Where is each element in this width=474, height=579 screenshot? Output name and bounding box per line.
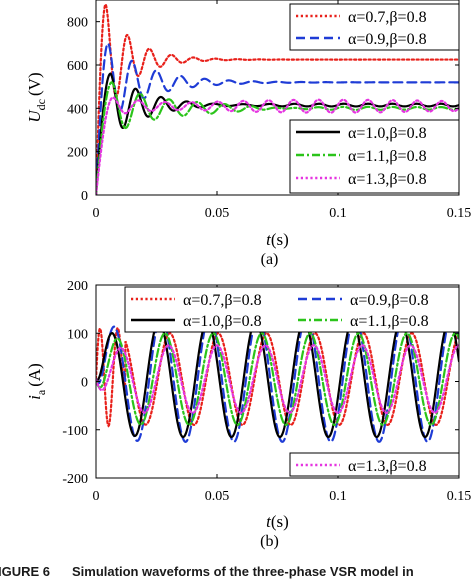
legend: α=0.7,β=0.8 α=0.9,β=0.8 α=1.0,β=0.8 α=1.1,β…: [124, 286, 460, 333]
series-line-0: [96, 2, 459, 195]
legend: α=1.0,β=0.8 α=1.1,β=0.8 α=1.3,β=0.8: [289, 119, 460, 194]
legend: α=1.3,β=0.8: [289, 452, 460, 477]
x-tick-label: 0.1: [329, 489, 347, 504]
legend-entry-label: α=1.0,β=0.8: [348, 125, 427, 142]
y-tick-label: 100: [67, 327, 88, 342]
series-line-3: [96, 81, 459, 195]
legend-entry-label: α=1.1,β=0.8: [348, 148, 427, 165]
legend-entry-label: α=1.0,β=0.8: [183, 313, 262, 330]
y-tick-label: 800: [67, 16, 88, 31]
y-axis-label: Udc(V): [25, 72, 48, 122]
x-tick-label: 0: [93, 489, 100, 504]
legend-entry-label: α=1.3,β=0.8: [348, 458, 427, 475]
panel-label: (b): [260, 533, 279, 550]
figure-caption: IGURE 6 Simulation waveforms of the thre…: [0, 564, 414, 579]
x-tick-label: 0.1: [329, 206, 347, 221]
legend-entry-label: α=1.1,β=0.8: [350, 313, 429, 330]
y-axis-label: ia(A): [25, 363, 48, 400]
x-tick-label: 0: [93, 206, 100, 221]
x-tick-label: 0.05: [205, 206, 230, 221]
y-tick-label: 400: [67, 102, 88, 117]
legend-entry-label: α=0.9,β=0.8: [350, 292, 429, 309]
panel-a: 0 0.05 0.1 0.15 0 200 400 600 800 t(s) Udc(V) (a) α=…: [25, 0, 471, 268]
panel-b: 0 0.05 0.1 0.15 -200 -100 0 100 200 t(s) ia(A) (b) α…: [25, 279, 471, 550]
legend-entry-label: α=0.7,β=0.8: [183, 292, 262, 309]
y-tick-label: 200: [67, 146, 88, 161]
caption-label: IGURE 6: [0, 564, 50, 579]
series-line-1: [96, 41, 459, 195]
x-tick-label: 0.05: [205, 489, 230, 504]
caption-text: Simulation waveforms of the three-phase …: [72, 564, 414, 579]
x-tick-label: 0.15: [447, 489, 472, 504]
x-axis-label: t(s): [266, 512, 289, 531]
y-tick-label: 200: [67, 279, 88, 294]
panel-label: (a): [261, 251, 279, 268]
plot-frame: [95, 0, 460, 196]
legend-entry-label: α=1.3,β=0.8: [348, 171, 427, 188]
legend: α=0.7,β=0.8 α=0.9,β=0.8: [289, 3, 460, 51]
y-tick-label: -200: [62, 472, 88, 487]
series-line-4: [96, 344, 459, 414]
y-tick-label: 600: [67, 59, 88, 74]
y-tick-label: 0: [81, 376, 88, 391]
x-tick-label: 0.15: [447, 206, 472, 221]
series-line-0: [96, 326, 459, 428]
x-axis-label: t(s): [266, 230, 289, 249]
legend-entry-label: α=0.7,β=0.8: [348, 9, 427, 26]
series-line-3: [96, 332, 459, 427]
series-group: [96, 2, 459, 195]
series-line-4: [96, 96, 459, 195]
y-tick-label: -100: [62, 424, 88, 439]
series-group: [96, 315, 459, 443]
legend-entry-label: α=0.9,β=0.8: [348, 31, 427, 48]
y-tick-label: 0: [81, 189, 88, 204]
